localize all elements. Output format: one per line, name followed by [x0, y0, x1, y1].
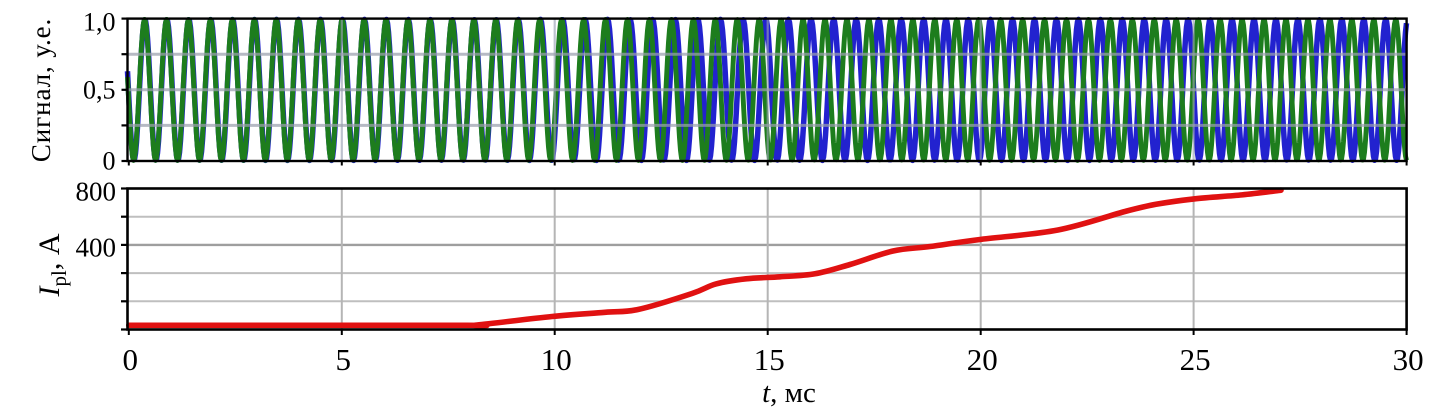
- svg-text:Сигнал, у.е.: Сигнал, у.е.: [26, 18, 56, 162]
- svg-text:t, мс: t, мс: [762, 377, 816, 408]
- svg-text:15: 15: [754, 342, 785, 377]
- svg-text:400: 400: [76, 232, 117, 262]
- svg-text:25: 25: [1180, 342, 1211, 377]
- svg-text:30: 30: [1393, 342, 1424, 377]
- svg-text:Ipl, А: Ipl, А: [33, 233, 71, 297]
- svg-text:800: 800: [76, 176, 117, 206]
- svg-text:1,0: 1,0: [83, 8, 116, 37]
- svg-text:0,5: 0,5: [83, 75, 116, 104]
- svg-text:5: 5: [336, 342, 352, 377]
- svg-text:0: 0: [123, 342, 139, 377]
- svg-text:20: 20: [967, 342, 998, 377]
- svg-text:10: 10: [541, 342, 572, 377]
- svg-text:0: 0: [103, 147, 116, 176]
